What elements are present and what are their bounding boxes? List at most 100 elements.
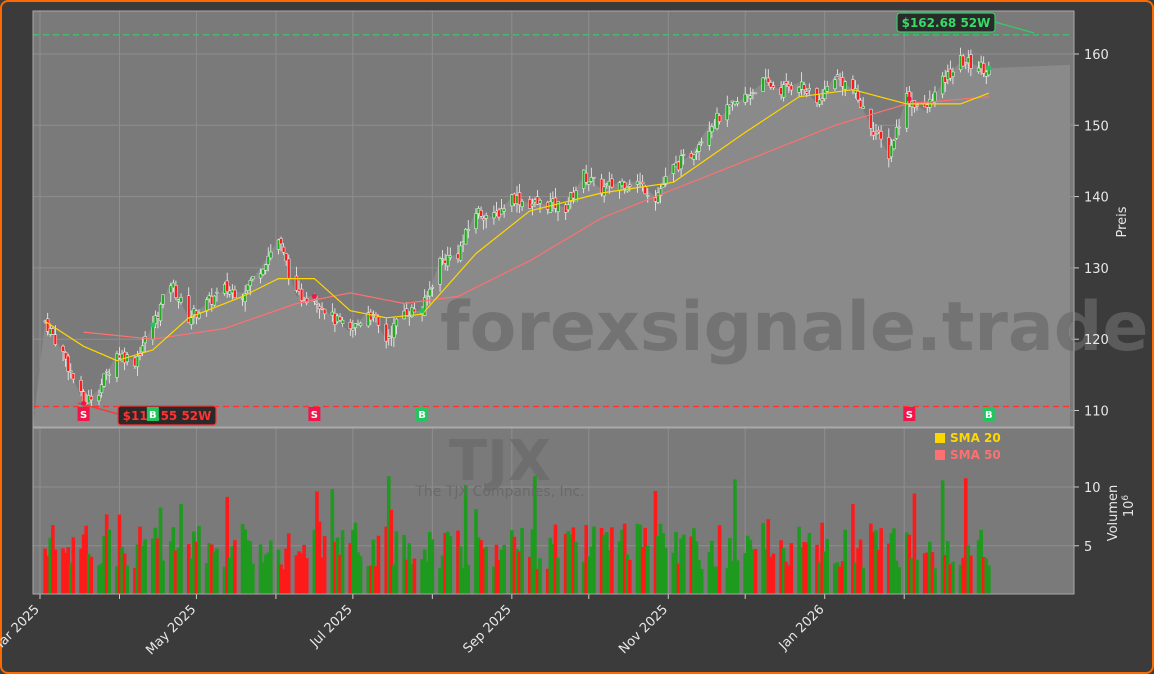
volume-tick-label: 10 (1084, 481, 1101, 496)
volume-bar (371, 539, 376, 594)
signal-label: B (418, 410, 426, 421)
candle-body (805, 91, 809, 94)
volume-bar (194, 541, 199, 594)
volume-bar (753, 549, 758, 594)
x-tick-label: Mar 2025 (0, 602, 43, 656)
volume-bar (320, 557, 324, 594)
candle-body (448, 255, 452, 258)
volume-bar (787, 565, 791, 594)
volume-bar (430, 539, 435, 594)
candle-body (856, 90, 860, 101)
volume-bar (843, 529, 848, 594)
volume-bar (889, 533, 894, 594)
volume-bar (440, 555, 445, 594)
candle-body (817, 99, 822, 105)
sma20-line (44, 89, 990, 362)
volume-bar (681, 534, 686, 594)
volume-bar (556, 557, 560, 594)
candle-body (481, 218, 486, 221)
volume-bar (551, 544, 555, 594)
volume-bar (386, 476, 391, 594)
volume-bar (871, 531, 876, 594)
y-tick-label: 120 (1084, 333, 1109, 348)
volume-bar (635, 523, 640, 594)
volume-bar (984, 558, 989, 594)
signal-marker (416, 407, 429, 421)
volume-bar (115, 566, 119, 594)
volume-bar (161, 560, 165, 594)
candle-body (679, 155, 683, 170)
volume-bar (268, 540, 273, 594)
candle-body (394, 318, 399, 327)
volume-bar (240, 524, 245, 594)
candle-body (299, 288, 304, 301)
volume-bar (715, 566, 719, 594)
candle-body (548, 201, 552, 213)
candle-body (820, 98, 824, 101)
volume-bar (120, 546, 124, 594)
volume-bar (910, 558, 914, 594)
volume-bar (117, 514, 122, 594)
candle-body (707, 130, 711, 146)
volume-bar (733, 479, 737, 594)
volume-bar (340, 530, 345, 594)
volume-bar (107, 529, 112, 594)
volume-bar (925, 552, 930, 594)
volume-bar (940, 480, 945, 594)
volume-bar (427, 531, 432, 594)
candle-body (964, 62, 968, 65)
volume-bar (97, 565, 101, 594)
candle-body (458, 245, 463, 261)
candle-body (169, 285, 173, 294)
volume-bar (392, 564, 396, 594)
volume-bar (266, 552, 271, 594)
candle-body (771, 85, 776, 88)
signal-label: S (80, 410, 87, 421)
volume-bar (553, 524, 558, 594)
volume-bar (676, 563, 681, 594)
volume-bar (533, 475, 537, 594)
candle-body (789, 85, 794, 91)
candle-body (658, 188, 663, 196)
candle-body (261, 268, 265, 275)
volume-bar (176, 547, 181, 594)
volume-bar (566, 531, 571, 594)
candle-body (387, 336, 391, 339)
volume-bar (317, 521, 322, 594)
volume-bar (189, 558, 194, 594)
candle-body (464, 228, 468, 245)
candle-body (905, 93, 909, 129)
candle-body (215, 291, 219, 294)
candle-body (697, 144, 701, 152)
volume-bar (930, 552, 935, 594)
signal-marker (77, 407, 90, 421)
x-tick-label: May 2025 (143, 602, 199, 658)
candle-body (99, 384, 104, 394)
candle-body (589, 177, 593, 182)
candle-body (97, 395, 101, 402)
volume-bar (186, 544, 191, 594)
signal-marker (903, 407, 916, 421)
signal-marker (308, 407, 321, 421)
volume-bar (151, 538, 155, 594)
volume-bar (356, 552, 360, 594)
volume-bar (625, 554, 630, 594)
volume-bar (68, 562, 73, 594)
volume-bar (263, 554, 268, 594)
candle-body (276, 239, 281, 250)
volume-bar (922, 553, 927, 594)
volume-bar (81, 534, 86, 594)
volume-bar (463, 485, 468, 594)
y-tick-label: 150 (1084, 119, 1109, 134)
volume-axis-label: Volumen (1106, 485, 1121, 542)
volume-bar (248, 541, 253, 594)
volume-bar (879, 528, 883, 594)
volume-bar (245, 540, 250, 594)
volume-bar (215, 548, 219, 594)
volume-bar (376, 535, 381, 594)
candle-body (566, 204, 570, 210)
signal-dot (906, 96, 912, 102)
volume-bar (279, 564, 283, 594)
volume-bar (730, 560, 735, 594)
volume-bar (138, 526, 142, 594)
